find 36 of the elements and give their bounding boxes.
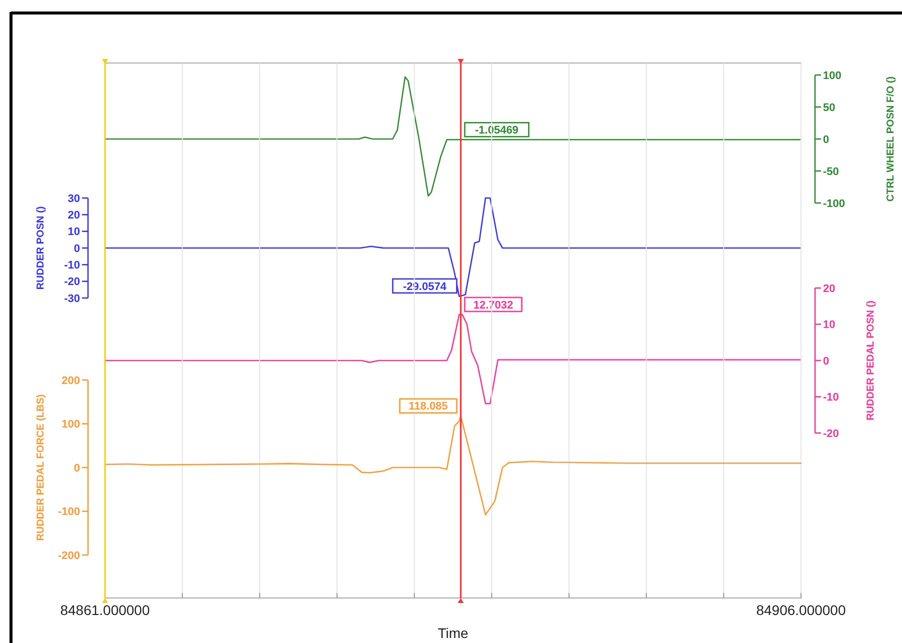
line-series (104, 76, 802, 197)
line-series (104, 415, 802, 516)
y2-tick-label: -10 (823, 392, 839, 404)
y2-axis-title: RUDDER PEDAL POSN () (866, 300, 876, 420)
annotation: 12.7032 (473, 299, 514, 312)
x-tick-label: 84861.000000 (60, 602, 150, 618)
y2-tick-label: 50 (823, 102, 836, 114)
y-tick-label: -10 (64, 260, 80, 272)
y-tick-label: -20 (64, 276, 80, 288)
y-axis-title: RUDDER PEDAL FORCE (LBS) (36, 394, 46, 541)
y-tick-label: 30 (68, 192, 80, 205)
y-axis-title: RUDDER POSN () (36, 206, 46, 290)
y-tick-label: 200 (62, 374, 80, 387)
y2-tick-label: -100 (823, 198, 846, 210)
line-series (104, 197, 802, 297)
annotation: -29.0574 (403, 280, 448, 293)
x-tick-label: 84906.000000 (756, 602, 846, 618)
y2-tick-label: 10 (823, 319, 836, 332)
annotation: -1.05469 (475, 124, 518, 136)
y-tick-label: -100 (58, 506, 80, 518)
y-tick-label: 10 (68, 226, 80, 238)
y2-axis-title: CTRL WHEEL POSN F/O () (886, 76, 896, 202)
y-tick-label: 0 (74, 242, 80, 255)
y-tick-label: 0 (74, 462, 80, 474)
y-tick-label: 20 (68, 210, 80, 222)
y-tick-label: 100 (62, 418, 80, 431)
y2-tick-label: 0 (823, 355, 830, 368)
y2-tick-label: 0 (823, 134, 830, 146)
y2-tick-label: -20 (823, 428, 839, 440)
y-tick-label: -200 (58, 550, 80, 562)
x-axis-title: Time (438, 625, 469, 641)
y2-tick-label: 100 (823, 70, 842, 82)
y-tick-label: -30 (64, 292, 80, 305)
y2-tick-label: -50 (823, 166, 839, 178)
y2-tick-label: 20 (823, 282, 836, 295)
annotation: 118.085 (408, 400, 448, 413)
